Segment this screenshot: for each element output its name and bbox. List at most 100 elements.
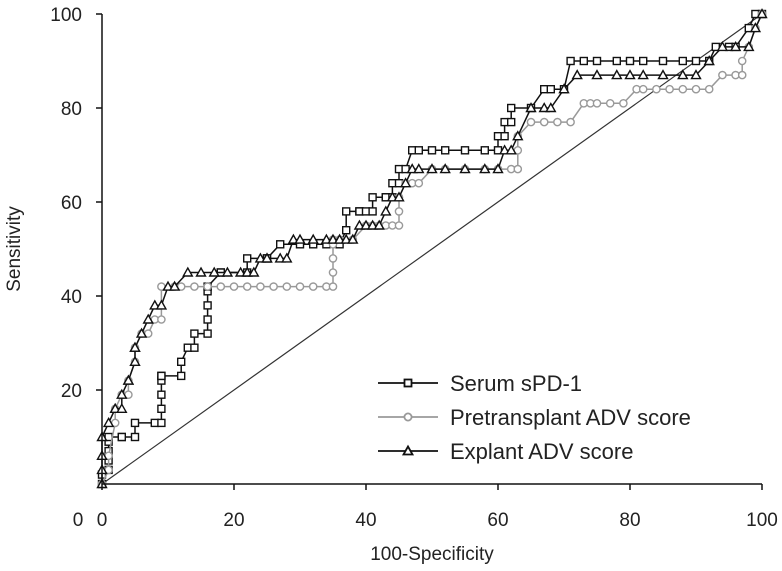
data-point-triangle bbox=[743, 40, 755, 52]
data-point-triangle bbox=[657, 69, 669, 80]
data-point-circle bbox=[553, 117, 562, 127]
data-point-circle bbox=[513, 164, 523, 174]
data-point-circle bbox=[229, 282, 239, 291]
data-point-triangle bbox=[716, 40, 729, 52]
data-point-triangle bbox=[116, 402, 128, 413]
data-point-triangle bbox=[254, 252, 267, 263]
tick-layer: 0 20 40 60 80 100 20 40 60 80 100 0 bbox=[50, 5, 778, 531]
data-point-triangle bbox=[129, 341, 141, 352]
data-point-square bbox=[678, 56, 687, 66]
data-point-triangle bbox=[558, 83, 570, 94]
data-point-triangle bbox=[287, 233, 300, 244]
y-tick-label: 40 bbox=[61, 287, 82, 308]
data-point-square bbox=[157, 404, 166, 413]
data-point-square bbox=[203, 329, 212, 338]
x-tick-label: 0 bbox=[97, 510, 108, 531]
data-point-circle bbox=[737, 56, 747, 66]
data-point-triangle bbox=[294, 233, 306, 244]
data-point-triangle bbox=[525, 102, 537, 113]
series-layer bbox=[96, 8, 768, 489]
data-point-square bbox=[441, 146, 450, 155]
data-point-triangle bbox=[703, 55, 715, 66]
data-point-square bbox=[625, 56, 635, 66]
data-point-triangle bbox=[234, 266, 247, 277]
data-point-triangle bbox=[479, 163, 491, 174]
data-point-triangle bbox=[538, 102, 550, 113]
legend-label: Pretransplant ADV score bbox=[450, 405, 691, 430]
data-point-square bbox=[130, 432, 140, 442]
data-point-circle bbox=[605, 99, 615, 108]
data-point-triangle bbox=[459, 163, 471, 174]
data-point-circle bbox=[526, 117, 536, 127]
data-point-triangle bbox=[505, 144, 517, 155]
data-point-triangle bbox=[221, 266, 234, 277]
data-point-square bbox=[242, 254, 252, 263]
data-point-triangle bbox=[155, 299, 168, 310]
data-point-triangle bbox=[327, 233, 339, 244]
y-tick-label: 80 bbox=[61, 99, 82, 120]
legend-marker-triangle bbox=[401, 444, 415, 456]
data-point-triangle bbox=[690, 69, 702, 80]
data-point-square bbox=[203, 301, 212, 310]
data-point-triangle bbox=[274, 252, 286, 263]
data-point-triangle bbox=[571, 69, 583, 80]
legend-marker-square bbox=[403, 378, 413, 388]
data-point-triangle bbox=[512, 130, 524, 141]
data-point-circle bbox=[678, 84, 688, 94]
x-tick-label: 100 bbox=[746, 510, 778, 531]
legend-marker-circle bbox=[403, 412, 413, 422]
data-point-square bbox=[460, 146, 470, 155]
x-axis-title: 100-Specificity bbox=[370, 544, 494, 565]
data-point-circle bbox=[704, 84, 714, 94]
data-point-circle bbox=[652, 84, 661, 94]
y-axis-title: Sensitivity bbox=[4, 206, 25, 292]
data-point-circle bbox=[691, 84, 701, 94]
data-point-triangle bbox=[611, 69, 623, 80]
data-point-triangle bbox=[168, 280, 181, 291]
data-point-triangle bbox=[545, 102, 557, 113]
data-point-circle bbox=[308, 282, 318, 291]
data-point-triangle bbox=[637, 69, 649, 80]
legend-item: Serum sPD-1 bbox=[378, 371, 582, 396]
data-point-circle bbox=[328, 268, 338, 277]
data-point-triangle bbox=[498, 144, 511, 155]
data-point-triangle bbox=[347, 233, 359, 244]
axes bbox=[101, 14, 762, 485]
data-point-triangle bbox=[399, 177, 412, 188]
data-point-circle bbox=[566, 117, 575, 127]
data-point-square bbox=[592, 56, 602, 66]
reference-layer bbox=[101, 13, 763, 485]
legend-item: Pretransplant ADV score bbox=[378, 405, 691, 430]
data-point-square bbox=[157, 418, 166, 428]
reference-diagonal-line bbox=[101, 13, 763, 485]
data-point-square bbox=[612, 56, 621, 66]
data-point-square bbox=[566, 56, 575, 66]
data-point-triangle bbox=[109, 402, 121, 413]
data-point-triangle bbox=[624, 69, 636, 80]
data-point-square bbox=[639, 56, 648, 66]
data-point-triangle bbox=[393, 191, 405, 202]
data-point-triangle bbox=[366, 219, 379, 230]
data-point-circle bbox=[242, 282, 252, 291]
x-tick-label: 80 bbox=[619, 510, 640, 531]
data-point-triangle bbox=[135, 327, 148, 338]
data-point-triangle bbox=[248, 266, 260, 277]
data-point-triangle bbox=[142, 313, 154, 324]
data-point-circle bbox=[282, 282, 292, 291]
data-point-square bbox=[427, 146, 437, 155]
data-point-triangle bbox=[373, 219, 385, 230]
data-point-triangle bbox=[208, 266, 220, 277]
data-point-square bbox=[157, 390, 166, 399]
data-point-circle bbox=[216, 282, 226, 291]
data-point-triangle bbox=[426, 163, 438, 174]
data-point-triangle bbox=[241, 266, 253, 277]
data-point-circle bbox=[295, 282, 305, 291]
data-point-circle bbox=[394, 221, 404, 230]
data-point-triangle bbox=[162, 280, 174, 291]
data-point-square bbox=[176, 357, 186, 366]
data-point-square bbox=[190, 343, 199, 352]
data-point-square bbox=[368, 207, 377, 216]
data-point-square bbox=[190, 329, 199, 338]
data-point-triangle bbox=[340, 233, 352, 244]
